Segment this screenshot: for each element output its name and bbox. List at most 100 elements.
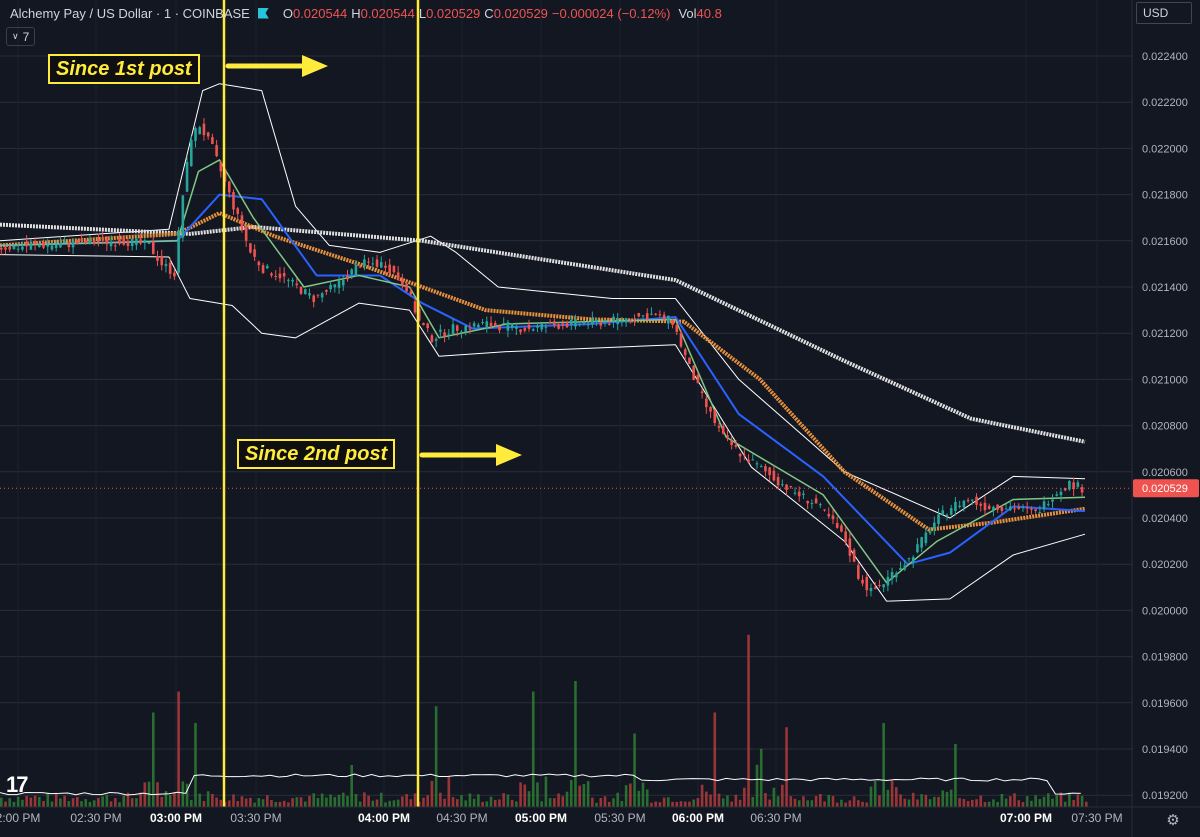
candle-body	[675, 324, 679, 332]
y-tick-label: 0.022000	[1142, 143, 1188, 155]
volume-bar	[582, 783, 586, 807]
volume-bar	[945, 791, 949, 807]
x-tick-label: 2:00 PM	[0, 811, 40, 825]
volume-bar	[637, 790, 641, 807]
candle-body	[688, 357, 691, 364]
volume-bar	[270, 799, 273, 807]
candle-body	[759, 466, 763, 468]
candle-body	[63, 240, 66, 244]
volume-bar	[464, 800, 467, 807]
candle-body	[557, 324, 560, 329]
candle-body	[84, 240, 88, 244]
candle-body	[21, 246, 24, 250]
candle-body	[840, 525, 843, 532]
y-tick-label: 0.020400	[1142, 513, 1188, 525]
candle-body	[101, 238, 104, 240]
candle-body	[637, 312, 641, 317]
candle-body	[227, 181, 231, 193]
candle-body	[12, 245, 16, 250]
candle-body	[8, 246, 12, 250]
candle-body	[316, 294, 320, 296]
candle-body	[0, 247, 3, 250]
volume-bar	[240, 796, 244, 807]
volume-bar	[371, 800, 375, 807]
volume-bar	[569, 779, 573, 807]
indicators-toggle-button[interactable]: ∨ 7	[6, 27, 36, 46]
candle-body	[612, 316, 615, 321]
volume-bar	[295, 797, 299, 807]
volume-bar	[101, 796, 104, 807]
volume-bar	[1017, 800, 1021, 807]
currency-selector[interactable]: USD	[1136, 2, 1192, 24]
volume-bar	[586, 781, 590, 807]
volume-bar	[911, 792, 915, 807]
volume-bar	[797, 800, 801, 807]
candle-body	[249, 243, 252, 253]
candle-body	[295, 283, 299, 286]
candle-body	[726, 435, 729, 438]
candle-body	[954, 501, 957, 511]
candle-body	[59, 242, 62, 248]
annotation-second-text: Since 2nd post	[245, 442, 388, 465]
candle-body	[105, 239, 109, 245]
gear-icon[interactable]: ⚙	[1166, 812, 1180, 829]
last-price-badge	[1133, 479, 1199, 498]
x-tick-label: 03:00 PM	[150, 811, 202, 825]
flag-icon[interactable]	[257, 7, 269, 19]
y-tick-label: 0.019600	[1142, 698, 1188, 710]
volume-bar	[451, 797, 455, 807]
candle-body	[599, 322, 603, 326]
candle-body	[1076, 482, 1080, 487]
candle-body	[911, 557, 915, 563]
symbol-title[interactable]: Alchemy Pay / US Dollar · 1 · COINBASE	[10, 5, 250, 21]
candle-body	[1055, 494, 1059, 496]
candle-body	[899, 567, 902, 570]
annotation-first-post[interactable]: Since 1st post	[48, 54, 200, 84]
candle-body	[510, 323, 514, 328]
candle-body	[320, 293, 324, 298]
volume-bar	[396, 799, 400, 807]
candle-body	[113, 245, 117, 247]
candle-body	[975, 496, 978, 505]
candle-body	[658, 314, 662, 316]
candle-body	[337, 280, 341, 288]
volume-bar	[253, 802, 256, 807]
candle-body	[886, 576, 890, 586]
volume-bar	[578, 785, 581, 807]
volume-bar	[971, 799, 974, 807]
candle-body	[118, 240, 121, 244]
candle-body	[33, 242, 37, 244]
candle-body	[865, 577, 869, 591]
candle-body	[536, 325, 539, 328]
candle-body	[371, 263, 375, 265]
volume-bar	[232, 794, 235, 807]
candle-body	[937, 514, 940, 525]
candle-body	[713, 410, 717, 424]
tradingview-logo[interactable]: 17	[6, 772, 29, 797]
candle-body	[215, 145, 218, 157]
volume-bar	[97, 797, 100, 807]
volume-bar	[164, 791, 168, 807]
candle-body	[261, 265, 265, 273]
volume-bar	[928, 799, 932, 807]
candle-body	[130, 238, 134, 246]
volume-bar	[88, 801, 92, 807]
volume-bar	[358, 801, 362, 807]
volume-bar	[1055, 795, 1059, 807]
volume-bar	[215, 797, 218, 807]
candle-body	[717, 426, 721, 428]
volume-bar	[439, 792, 442, 807]
volume-bar	[987, 801, 991, 807]
candle-body	[772, 470, 776, 481]
candle-body	[50, 245, 54, 250]
annotation-second-post[interactable]: Since 2nd post	[237, 439, 396, 469]
volume-bar	[595, 802, 598, 807]
candle-body	[823, 509, 826, 511]
volume-bar	[975, 799, 978, 807]
volume-bar	[130, 798, 134, 807]
candle-body	[1059, 491, 1063, 496]
volume-bar	[443, 798, 446, 807]
volume-bar	[734, 794, 738, 807]
volume-bar	[244, 798, 248, 807]
